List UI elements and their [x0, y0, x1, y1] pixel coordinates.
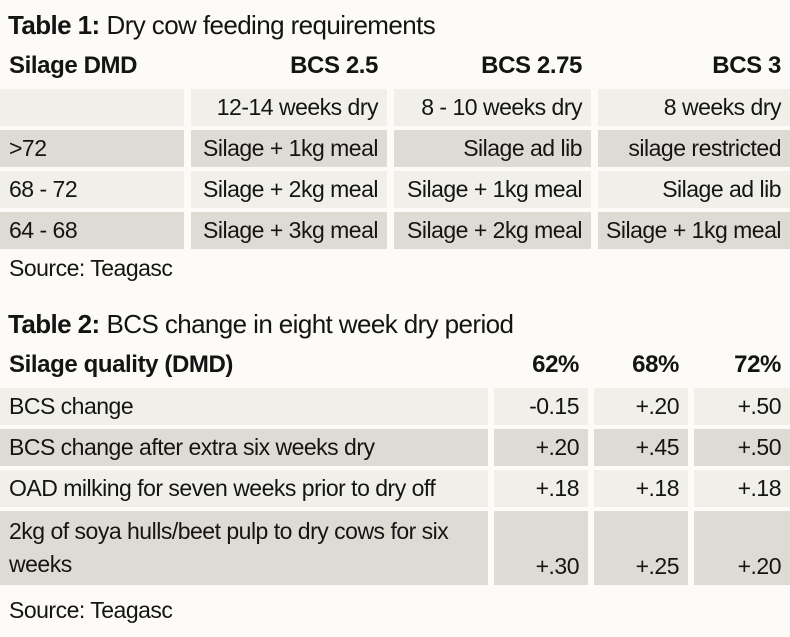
- table1-header-row: Silage DMD BCS 2.5 BCS 2.75 BCS 3: [0, 48, 790, 84]
- table-cell: +.50: [694, 429, 790, 466]
- row-label: BCS change after extra six weeks dry: [0, 429, 488, 466]
- table-cell: Silage + 1kg meal: [598, 212, 790, 249]
- table-cell: +.45: [594, 429, 688, 466]
- table1-title-prefix: Table 1:: [8, 10, 100, 40]
- table1-header-bcs-3: BCS 3: [712, 52, 781, 79]
- table1-header-bcs-2-75: BCS 2.75: [481, 52, 582, 79]
- row-label: 64 - 68: [0, 212, 184, 249]
- table1-row-dmd-gt72: >72 Silage + 1kg meal Silage ad lib sila…: [0, 130, 790, 167]
- table2-row-bcs-change: BCS change -0.15 +.20 +.50: [0, 388, 790, 425]
- row-label: 2kg of soya hulls/beet pulp to dry cows …: [0, 511, 488, 585]
- table-cell: 8 - 10 weeks dry: [394, 89, 591, 126]
- table-cell: silage restricted: [598, 130, 790, 167]
- table-cell: 12-14 weeks dry: [191, 89, 387, 126]
- row-label: BCS change: [0, 388, 488, 425]
- table-cell: +.18: [494, 470, 588, 507]
- table1-title-text: Dry cow feeding requirements: [106, 10, 436, 40]
- table-cell: Silage + 2kg meal: [191, 171, 387, 208]
- table2-title-text: BCS change in eight week dry period: [106, 309, 514, 339]
- table1-row-weeks-dry: 12-14 weeks dry 8 - 10 weeks dry 8 weeks…: [0, 89, 790, 126]
- table-cell: +.50: [694, 388, 790, 425]
- table-cell: +.18: [694, 470, 790, 507]
- table-cell: +.18: [594, 470, 688, 507]
- table-cell: 8 weeks dry: [598, 89, 790, 126]
- table2: Silage quality (DMD) 62% 68% 72% BCS cha…: [0, 347, 790, 585]
- table2-source: Source: Teagasc: [9, 597, 173, 623]
- table2-header-row: Silage quality (DMD) 62% 68% 72%: [0, 347, 790, 383]
- table-cell: +.30: [494, 511, 588, 585]
- row-label: >72: [0, 130, 184, 167]
- table1-title: Table 1: Dry cow feeding requirements: [0, 10, 790, 40]
- table2-title: Table 2: BCS change in eight week dry per…: [0, 309, 790, 339]
- table1-header-silage-dmd: Silage DMD: [9, 52, 138, 79]
- table-cell: +.20: [494, 429, 588, 466]
- table-cell: Silage + 1kg meal: [191, 130, 387, 167]
- table2-title-prefix: Table 2:: [8, 309, 100, 339]
- table-cell: Silage ad lib: [394, 130, 591, 167]
- table-cell: +.20: [594, 388, 688, 425]
- table-cell: Silage + 1kg meal: [394, 171, 591, 208]
- table-cell: Silage + 3kg meal: [191, 212, 387, 249]
- table2-header-68pct: 68%: [632, 351, 679, 378]
- table1-row-dmd-64-68: 64 - 68 Silage + 3kg meal Silage + 2kg m…: [0, 212, 790, 249]
- table-cell: [0, 89, 184, 126]
- table1-source: Source: Teagasc: [9, 255, 173, 281]
- spacer: [0, 281, 790, 309]
- table1-row-dmd-68-72: 68 - 72 Silage + 2kg meal Silage + 1kg m…: [0, 171, 790, 208]
- table-cell: +.20: [694, 511, 790, 585]
- table2-header-62pct: 62%: [532, 351, 579, 378]
- table2-row-oad-milking: OAD milking for seven weeks prior to dry…: [0, 470, 790, 507]
- table-cell: Silage ad lib: [598, 171, 790, 208]
- table1-header-bcs-2-5: BCS 2.5: [290, 52, 378, 79]
- table-cell: Silage + 2kg meal: [394, 212, 591, 249]
- table1: Silage DMD BCS 2.5 BCS 2.75 BCS 3 12-14 …: [0, 48, 790, 249]
- table2-header-silage-quality: Silage quality (DMD): [9, 351, 234, 378]
- row-label: OAD milking for seven weeks prior to dry…: [0, 470, 488, 507]
- table2-row-extra-six-weeks: BCS change after extra six weeks dry +.2…: [0, 429, 790, 466]
- table-cell: +.25: [594, 511, 688, 585]
- table2-row-soya-hulls: 2kg of soya hulls/beet pulp to dry cows …: [0, 511, 790, 585]
- table-cell: -0.15: [494, 388, 588, 425]
- row-label: 68 - 72: [0, 171, 184, 208]
- table2-header-72pct: 72%: [734, 351, 781, 378]
